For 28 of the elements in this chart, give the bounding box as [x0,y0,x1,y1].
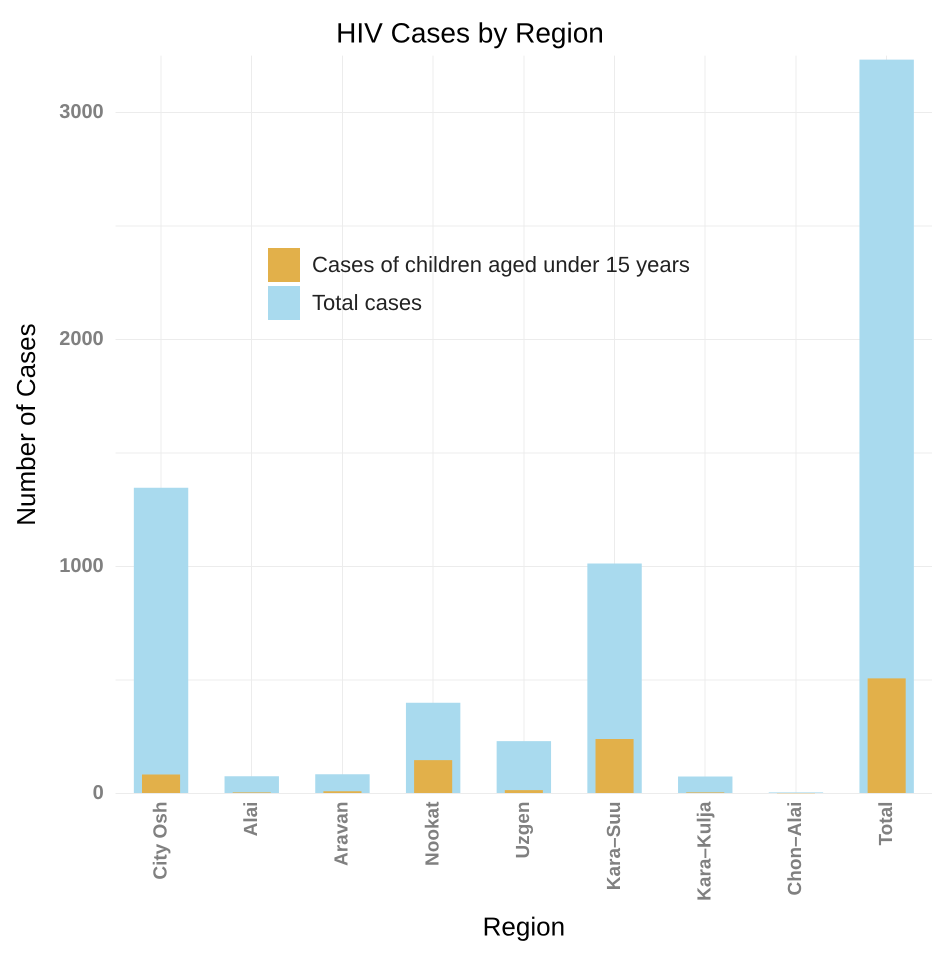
y-tick-label: 2000 [59,328,104,350]
bar [868,678,906,794]
bar [134,488,188,794]
x-tick-label: Nookat [422,800,444,866]
x-tick-label: Alai [240,802,262,836]
legend-label: Total cases [312,290,422,316]
bar [315,774,370,794]
chart-title: HIV Cases by Region [336,18,604,49]
y-axis-title: Number of Cases [10,323,41,526]
legend-label: Cases of children aged under 15 years [312,252,690,278]
x-tick-label: Uzgen [513,802,534,859]
bar [596,739,634,794]
x-tick-label: Chon–Alai [785,802,806,896]
x-tick-label: Kara–Suu [604,802,625,890]
bar [678,776,732,794]
y-tick-label: 3000 [59,100,104,123]
y-tick-label: 1000 [59,554,104,577]
x-tick-label: Total [876,802,897,846]
bar [504,790,543,794]
y-tick-label: 0 [92,782,104,804]
x-tick-label: Kara–Kulja [694,801,716,901]
bar [496,741,552,794]
bar [142,774,180,794]
x-axis-title: Region [482,912,566,942]
bar [414,760,452,794]
x-tick-label: City Osh [150,802,172,880]
x-tick-label: Aravan [332,802,353,866]
bar [224,776,279,794]
